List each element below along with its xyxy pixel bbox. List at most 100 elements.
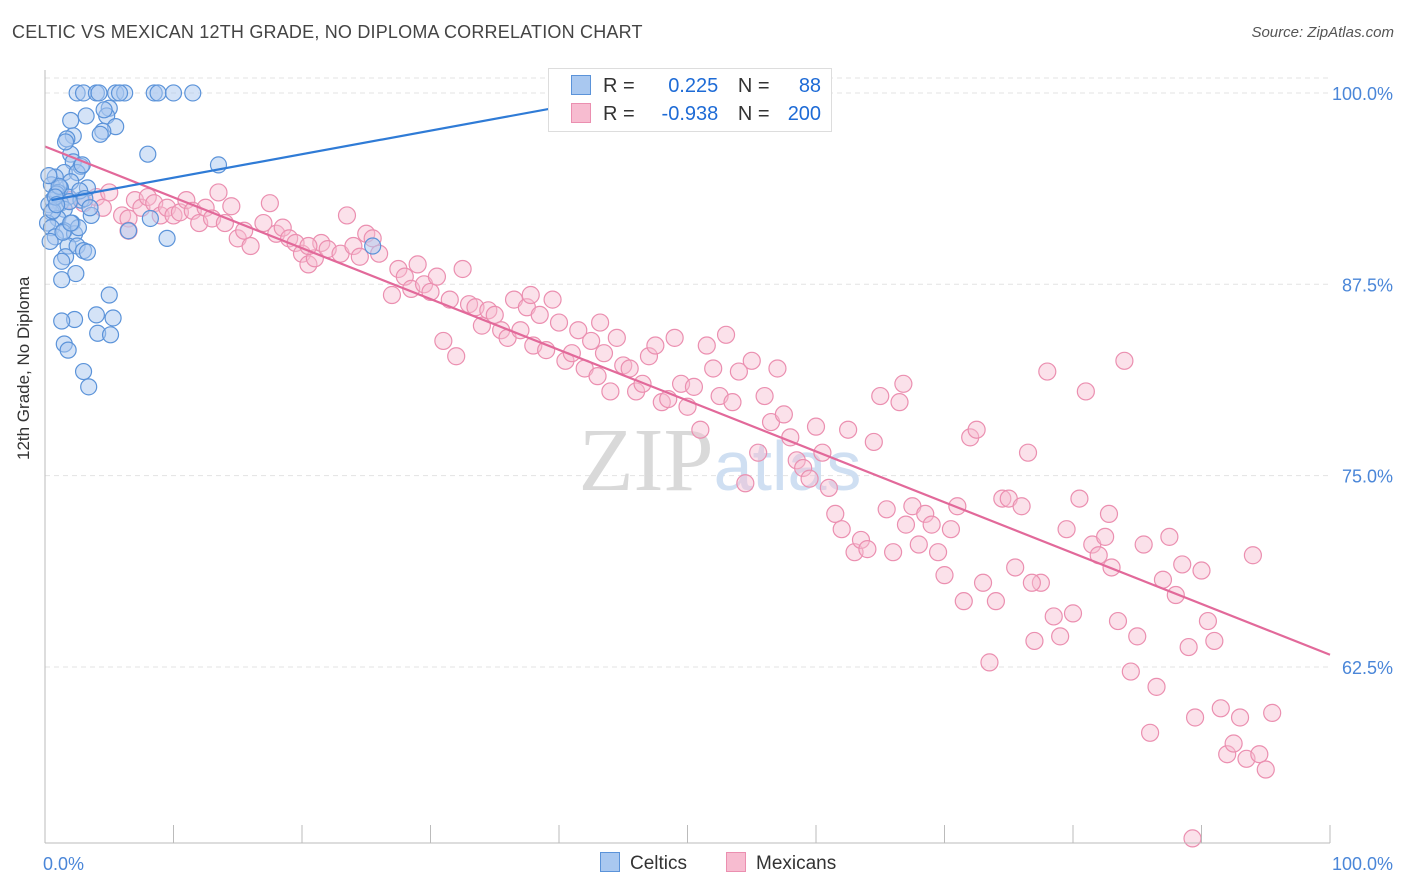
mexican-point: [299, 236, 318, 256]
y-tick-label: 75.0%: [1342, 467, 1393, 487]
mexican-trend-line: [44, 145, 1331, 656]
mexican-point: [479, 301, 498, 320]
mexican-point: [485, 305, 504, 325]
legend-row-celtic: R = 0.225 N = 88: [571, 75, 821, 98]
mexican-point: [1192, 561, 1211, 580]
mexican-point: [582, 331, 601, 351]
mexican-point: [1063, 604, 1083, 623]
mexican-point: [800, 469, 819, 488]
celtic-point: [364, 237, 382, 255]
mexican-point: [1006, 558, 1025, 577]
celtic-point: [91, 125, 109, 143]
celtic-point: [41, 232, 59, 251]
celtic-point: [62, 214, 80, 232]
mexican-point: [774, 405, 793, 424]
mexican-point: [1025, 631, 1044, 651]
mexican-point: [894, 374, 913, 393]
watermark: ZIPatlas: [579, 411, 862, 510]
mexican-point: [1051, 627, 1070, 646]
mexican-point: [521, 285, 540, 305]
legend-n-value: 200: [787, 103, 822, 125]
mexican-point: [819, 478, 838, 497]
mexican-point: [794, 458, 813, 478]
mexican-legend-label: Mexicans: [756, 853, 837, 874]
mexican-point: [1224, 734, 1243, 753]
mexican-point: [273, 218, 292, 237]
mexican-point: [1243, 546, 1263, 565]
axes: [44, 70, 1331, 844]
mexican-point: [980, 653, 999, 672]
mexican-point: [858, 540, 877, 559]
mexican-point: [209, 183, 228, 202]
legend-r-label: R =: [603, 75, 635, 97]
legend-n-value: 88: [798, 75, 822, 97]
mexican-point: [883, 543, 903, 562]
mexican-point: [350, 247, 369, 266]
mexican-point: [832, 520, 851, 539]
celtic-point: [53, 252, 71, 270]
celtic-point: [95, 101, 113, 119]
tick-labels: 62.5% 75.0% 87.5% 100.0% 0.0% 100.0%: [43, 84, 1393, 874]
mexican-point: [1038, 362, 1057, 381]
celtic-point: [74, 362, 93, 381]
legend-r-label: R =: [603, 103, 635, 125]
celtic-point: [87, 306, 106, 324]
mexican-point: [928, 543, 948, 562]
mexican-point: [280, 229, 299, 248]
mexican-point: [742, 351, 761, 370]
mexican-point: [260, 194, 279, 213]
mexican-point: [1160, 527, 1179, 546]
mexican-point: [909, 535, 928, 554]
mexican-point: [254, 213, 273, 233]
mexican-point: [697, 336, 716, 355]
celtic-point: [40, 167, 58, 185]
mexican-points: [61, 183, 1282, 848]
mexican-point: [1070, 489, 1089, 508]
celtic-point: [56, 133, 75, 151]
mexican-point: [1121, 662, 1140, 681]
mexican-point: [684, 377, 704, 396]
celtic-point: [90, 84, 108, 102]
mexican-point: [851, 530, 871, 550]
mexican-point: [591, 313, 610, 332]
mexican-point: [826, 504, 845, 524]
mexican-point: [408, 255, 427, 274]
mexican-point: [1134, 535, 1153, 554]
watermark-zip: ZIP: [579, 411, 714, 510]
mexican-point: [896, 515, 916, 534]
legend-row-mexican: R = -0.938 N = 200: [571, 103, 821, 126]
mexican-point: [241, 236, 260, 256]
celtic-point: [101, 326, 120, 344]
mexican-point: [723, 393, 742, 412]
mexican-point: [447, 347, 466, 366]
legend-r-value: 0.225: [668, 75, 719, 97]
mexican-point: [954, 592, 973, 611]
celtic-points: [38, 84, 382, 396]
mexican-point: [344, 236, 363, 256]
celtic-point: [149, 84, 167, 102]
y-tick-label: 87.5%: [1342, 275, 1393, 295]
mexican-point: [569, 321, 588, 340]
mexican-point: [922, 515, 941, 534]
mexican-point: [839, 420, 858, 439]
celtic-point: [141, 209, 159, 228]
mexican-point: [1198, 611, 1218, 631]
mexican-point: [1230, 708, 1250, 727]
mexican-point: [813, 443, 832, 462]
mexican-point: [1263, 703, 1282, 722]
mexican-point: [691, 420, 710, 439]
mexican-point: [1115, 351, 1134, 370]
mexican-point: [1218, 745, 1237, 764]
trend-lines: [44, 76, 1331, 656]
mexican-point: [1018, 443, 1038, 462]
y-tick-label: 100.0%: [1332, 84, 1393, 104]
mexican-point: [1099, 504, 1119, 524]
mexican-point: [453, 259, 472, 279]
celtic-point: [110, 84, 129, 102]
mexican-point: [1057, 520, 1076, 539]
mexican-point: [1108, 611, 1128, 631]
mexican-point: [601, 382, 620, 401]
mexican-point: [864, 432, 883, 452]
celtic-point: [104, 309, 122, 327]
